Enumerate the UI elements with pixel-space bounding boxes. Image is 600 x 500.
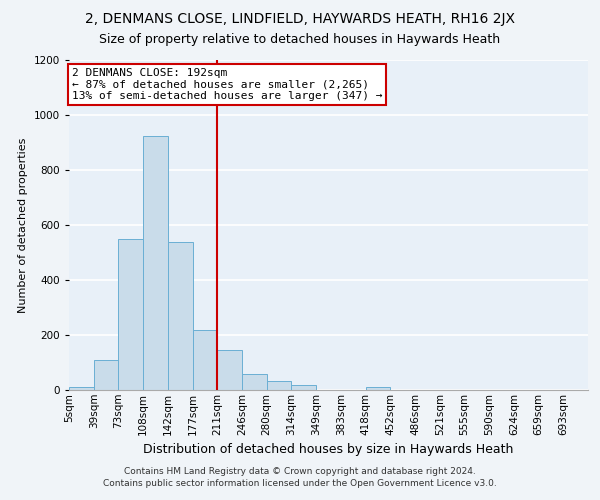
Bar [193, 330, 217, 390]
Y-axis label: Number of detached properties: Number of detached properties [18, 138, 28, 312]
Text: 2 DENMANS CLOSE: 192sqm
← 87% of detached houses are smaller (2,265)
13% of semi: 2 DENMANS CLOSE: 192sqm ← 87% of detache… [71, 68, 382, 102]
Bar [168, 242, 193, 390]
Text: 2, DENMANS CLOSE, LINDFIELD, HAYWARDS HEATH, RH16 2JX: 2, DENMANS CLOSE, LINDFIELD, HAYWARDS HE… [85, 12, 515, 26]
Bar [292, 385, 316, 390]
Bar [242, 374, 267, 390]
X-axis label: Distribution of detached houses by size in Haywards Heath: Distribution of detached houses by size … [143, 443, 514, 456]
Bar [94, 360, 118, 390]
Bar [143, 136, 168, 390]
Text: Contains HM Land Registry data © Crown copyright and database right 2024.: Contains HM Land Registry data © Crown c… [124, 467, 476, 476]
Bar [118, 239, 143, 390]
Bar [267, 381, 292, 390]
Bar [217, 350, 242, 390]
Bar [365, 387, 390, 390]
Text: Contains public sector information licensed under the Open Government Licence v3: Contains public sector information licen… [103, 478, 497, 488]
Bar [69, 387, 94, 390]
Text: Size of property relative to detached houses in Haywards Heath: Size of property relative to detached ho… [100, 32, 500, 46]
